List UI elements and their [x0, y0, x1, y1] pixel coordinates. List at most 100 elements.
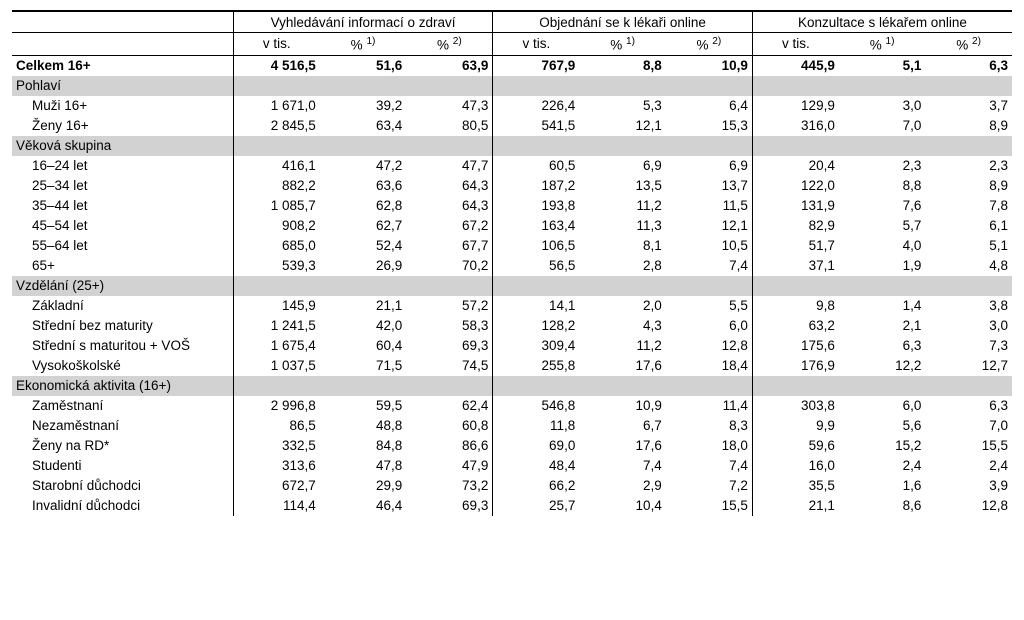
table-cell [406, 136, 493, 156]
table-cell: 12,8 [666, 336, 753, 356]
table-cell: 541,5 [493, 116, 580, 136]
table-cell: 67,2 [406, 216, 493, 236]
col-sub: v tis. [752, 33, 839, 56]
table-cell: 882,2 [233, 176, 320, 196]
col-group-1: Objednání se k lékaři online [493, 11, 753, 33]
table-cell: 332,5 [233, 436, 320, 456]
table-cell: 1 037,5 [233, 356, 320, 376]
col-sub: % 1) [579, 33, 666, 56]
table-cell: 316,0 [752, 116, 839, 136]
row-label: Studenti [12, 456, 233, 476]
row-label: Nezaměstnaní [12, 416, 233, 436]
table-row: Ženy 16+2 845,563,480,5541,512,115,3316,… [12, 116, 1012, 136]
table-row: Nezaměstnaní86,548,860,811,86,78,39,95,6… [12, 416, 1012, 436]
table-cell [925, 376, 1012, 396]
table-cell: 86,5 [233, 416, 320, 436]
table-cell: 15,5 [925, 436, 1012, 456]
table-cell: 2,8 [579, 256, 666, 276]
table-cell: 4,0 [839, 236, 926, 256]
table-cell: 1 241,5 [233, 316, 320, 336]
table-cell: 3,7 [925, 96, 1012, 116]
table-cell [579, 276, 666, 296]
table-cell [493, 276, 580, 296]
table-cell: 6,9 [579, 156, 666, 176]
table-cell: 1,4 [839, 296, 926, 316]
table-cell: 2,1 [839, 316, 926, 336]
table-cell: 59,5 [320, 396, 407, 416]
table-cell: 908,2 [233, 216, 320, 236]
table-cell: 176,9 [752, 356, 839, 376]
table-cell: 67,7 [406, 236, 493, 256]
table-cell: 26,9 [320, 256, 407, 276]
row-label: 55–64 let [12, 236, 233, 256]
table-cell: 1 085,7 [233, 196, 320, 216]
table-cell: 18,4 [666, 356, 753, 376]
table-cell: 539,3 [233, 256, 320, 276]
table-cell [752, 136, 839, 156]
table-cell: 8,8 [839, 176, 926, 196]
table-cell: 69,3 [406, 496, 493, 516]
table-cell: 2 845,5 [233, 116, 320, 136]
table-cell: 11,2 [579, 336, 666, 356]
table-cell: 767,9 [493, 55, 580, 76]
table-cell: 5,1 [925, 236, 1012, 256]
table-cell: 7,0 [839, 116, 926, 136]
table-cell: 145,9 [233, 296, 320, 316]
table-cell: 309,4 [493, 336, 580, 356]
table-cell [925, 136, 1012, 156]
table-cell: 6,0 [839, 396, 926, 416]
table-cell: 6,3 [925, 396, 1012, 416]
stats-table: Vyhledávání informací o zdraví Objednání… [12, 10, 1012, 516]
table-cell [666, 276, 753, 296]
table-cell: 17,6 [579, 356, 666, 376]
table-cell: 8,9 [925, 116, 1012, 136]
row-label: Vysokoškolské [12, 356, 233, 376]
table-cell: 3,0 [925, 316, 1012, 336]
table-cell: 12,8 [925, 496, 1012, 516]
table-cell: 2,4 [839, 456, 926, 476]
table-cell [320, 376, 407, 396]
table-cell: 59,6 [752, 436, 839, 456]
table-cell: 7,6 [839, 196, 926, 216]
table-cell: 1,9 [839, 256, 926, 276]
table-cell: 5,5 [666, 296, 753, 316]
table-cell: 84,8 [320, 436, 407, 456]
table-cell: 12,2 [839, 356, 926, 376]
table-cell: 11,5 [666, 196, 753, 216]
table-cell: 47,3 [406, 96, 493, 116]
table-row: Střední bez maturity1 241,542,058,3128,2… [12, 316, 1012, 336]
table-cell [233, 136, 320, 156]
table-cell: 48,4 [493, 456, 580, 476]
table-cell [406, 376, 493, 396]
table-cell: 7,4 [579, 456, 666, 476]
row-label: 45–54 let [12, 216, 233, 236]
table-cell: 13,5 [579, 176, 666, 196]
table-cell [839, 276, 926, 296]
table-cell: 106,5 [493, 236, 580, 256]
table-cell: 3,0 [839, 96, 926, 116]
table-cell: 7,4 [666, 456, 753, 476]
table-cell: 37,1 [752, 256, 839, 276]
row-label: Zaměstnaní [12, 396, 233, 416]
table-cell: 17,6 [579, 436, 666, 456]
table-cell: 69,0 [493, 436, 580, 456]
table-cell [233, 276, 320, 296]
table-cell [579, 136, 666, 156]
table-cell [666, 136, 753, 156]
table-cell: 7,0 [925, 416, 1012, 436]
table-cell: 63,6 [320, 176, 407, 196]
table-cell: 69,3 [406, 336, 493, 356]
table-cell [493, 136, 580, 156]
table-cell: 15,2 [839, 436, 926, 456]
section-title: Pohlaví [12, 76, 233, 96]
table-cell: 8,9 [925, 176, 1012, 196]
table-cell [320, 276, 407, 296]
table-cell [666, 76, 753, 96]
row-label: 25–34 let [12, 176, 233, 196]
table-cell: 47,8 [320, 456, 407, 476]
table-cell: 15,3 [666, 116, 753, 136]
table-cell: 10,4 [579, 496, 666, 516]
table-cell: 58,3 [406, 316, 493, 336]
table-cell: 48,8 [320, 416, 407, 436]
table-cell: 3,8 [925, 296, 1012, 316]
